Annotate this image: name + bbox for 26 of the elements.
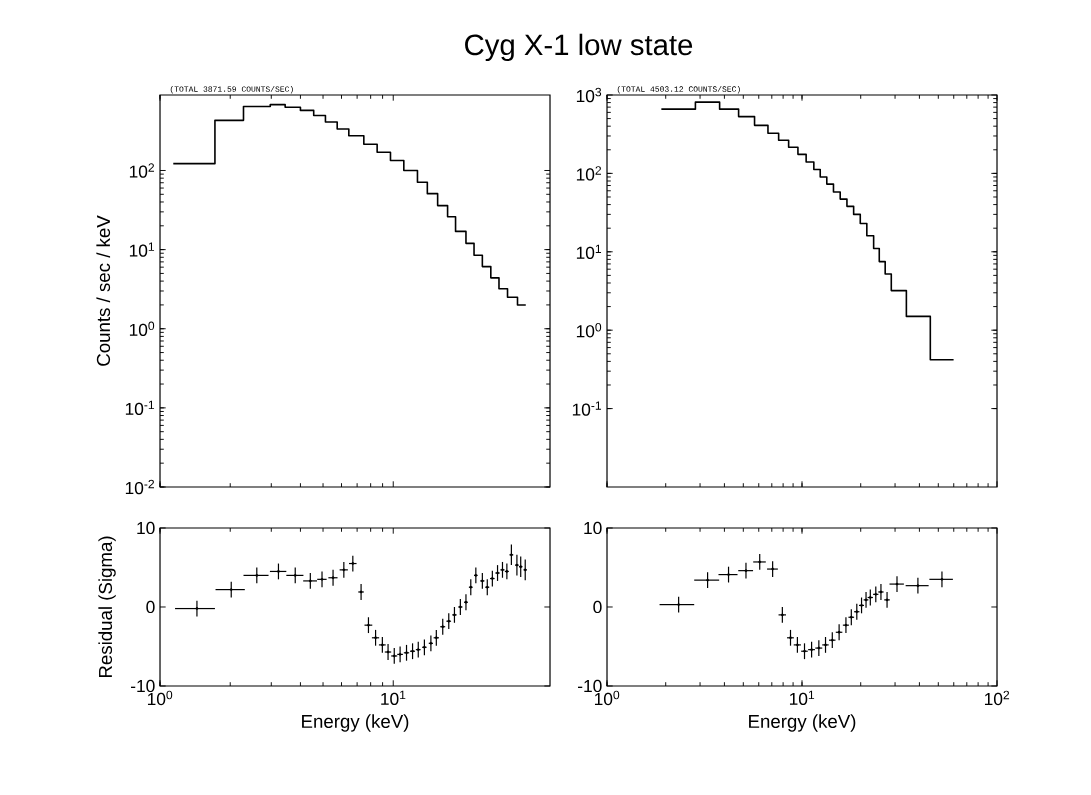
y-tick-label: 10 [137,521,155,535]
x-tick-label: 10$^{1}$ [381,690,406,706]
y-tick-label: 10 [584,521,602,535]
text: (TOTAL 4503.12 COUNTS/SEC) [617,85,740,94]
y-tick-label: 10$^{-2}$ [125,479,155,495]
y-axis-title: Counts / sec / keV [96,215,111,366]
x-tick-label: 10$^{1}$ [789,690,815,706]
y-tick-label: 10$^{2}$ [576,166,602,181]
y-tick-label: 10$^{2}$ [129,163,155,178]
y-tick-label: 10$^{0}$ [129,321,155,336]
text: (TOTAL 3871.59 COUNTS/SEC) [170,85,293,94]
y-tick-label: 0 [593,600,602,614]
y-axis-title: Residual (Sigma) [98,536,116,678]
y-tick-label: 10$^{1}$ [129,242,155,257]
x-tick-label: 10$^{2}$ [984,690,1010,706]
x-axis-title: Energy (keV) [749,714,856,732]
y-tick-label: -10 [131,679,155,693]
y-tick-label: 0 [146,600,155,614]
y-tick-label: -10 [578,679,602,693]
x-axis-title: Energy (keV) [302,714,409,732]
y-tick-label: 10$^{-1}$ [125,400,155,416]
y-tick-label: 10$^{1}$ [576,244,602,259]
chart-title: Cyg X-1 low state [465,33,693,62]
y-tick-label: 10$^{-1}$ [572,401,602,416]
y-tick-label: 10$^{3}$ [576,87,602,103]
y-tick-label: 10$^{0}$ [576,322,602,338]
